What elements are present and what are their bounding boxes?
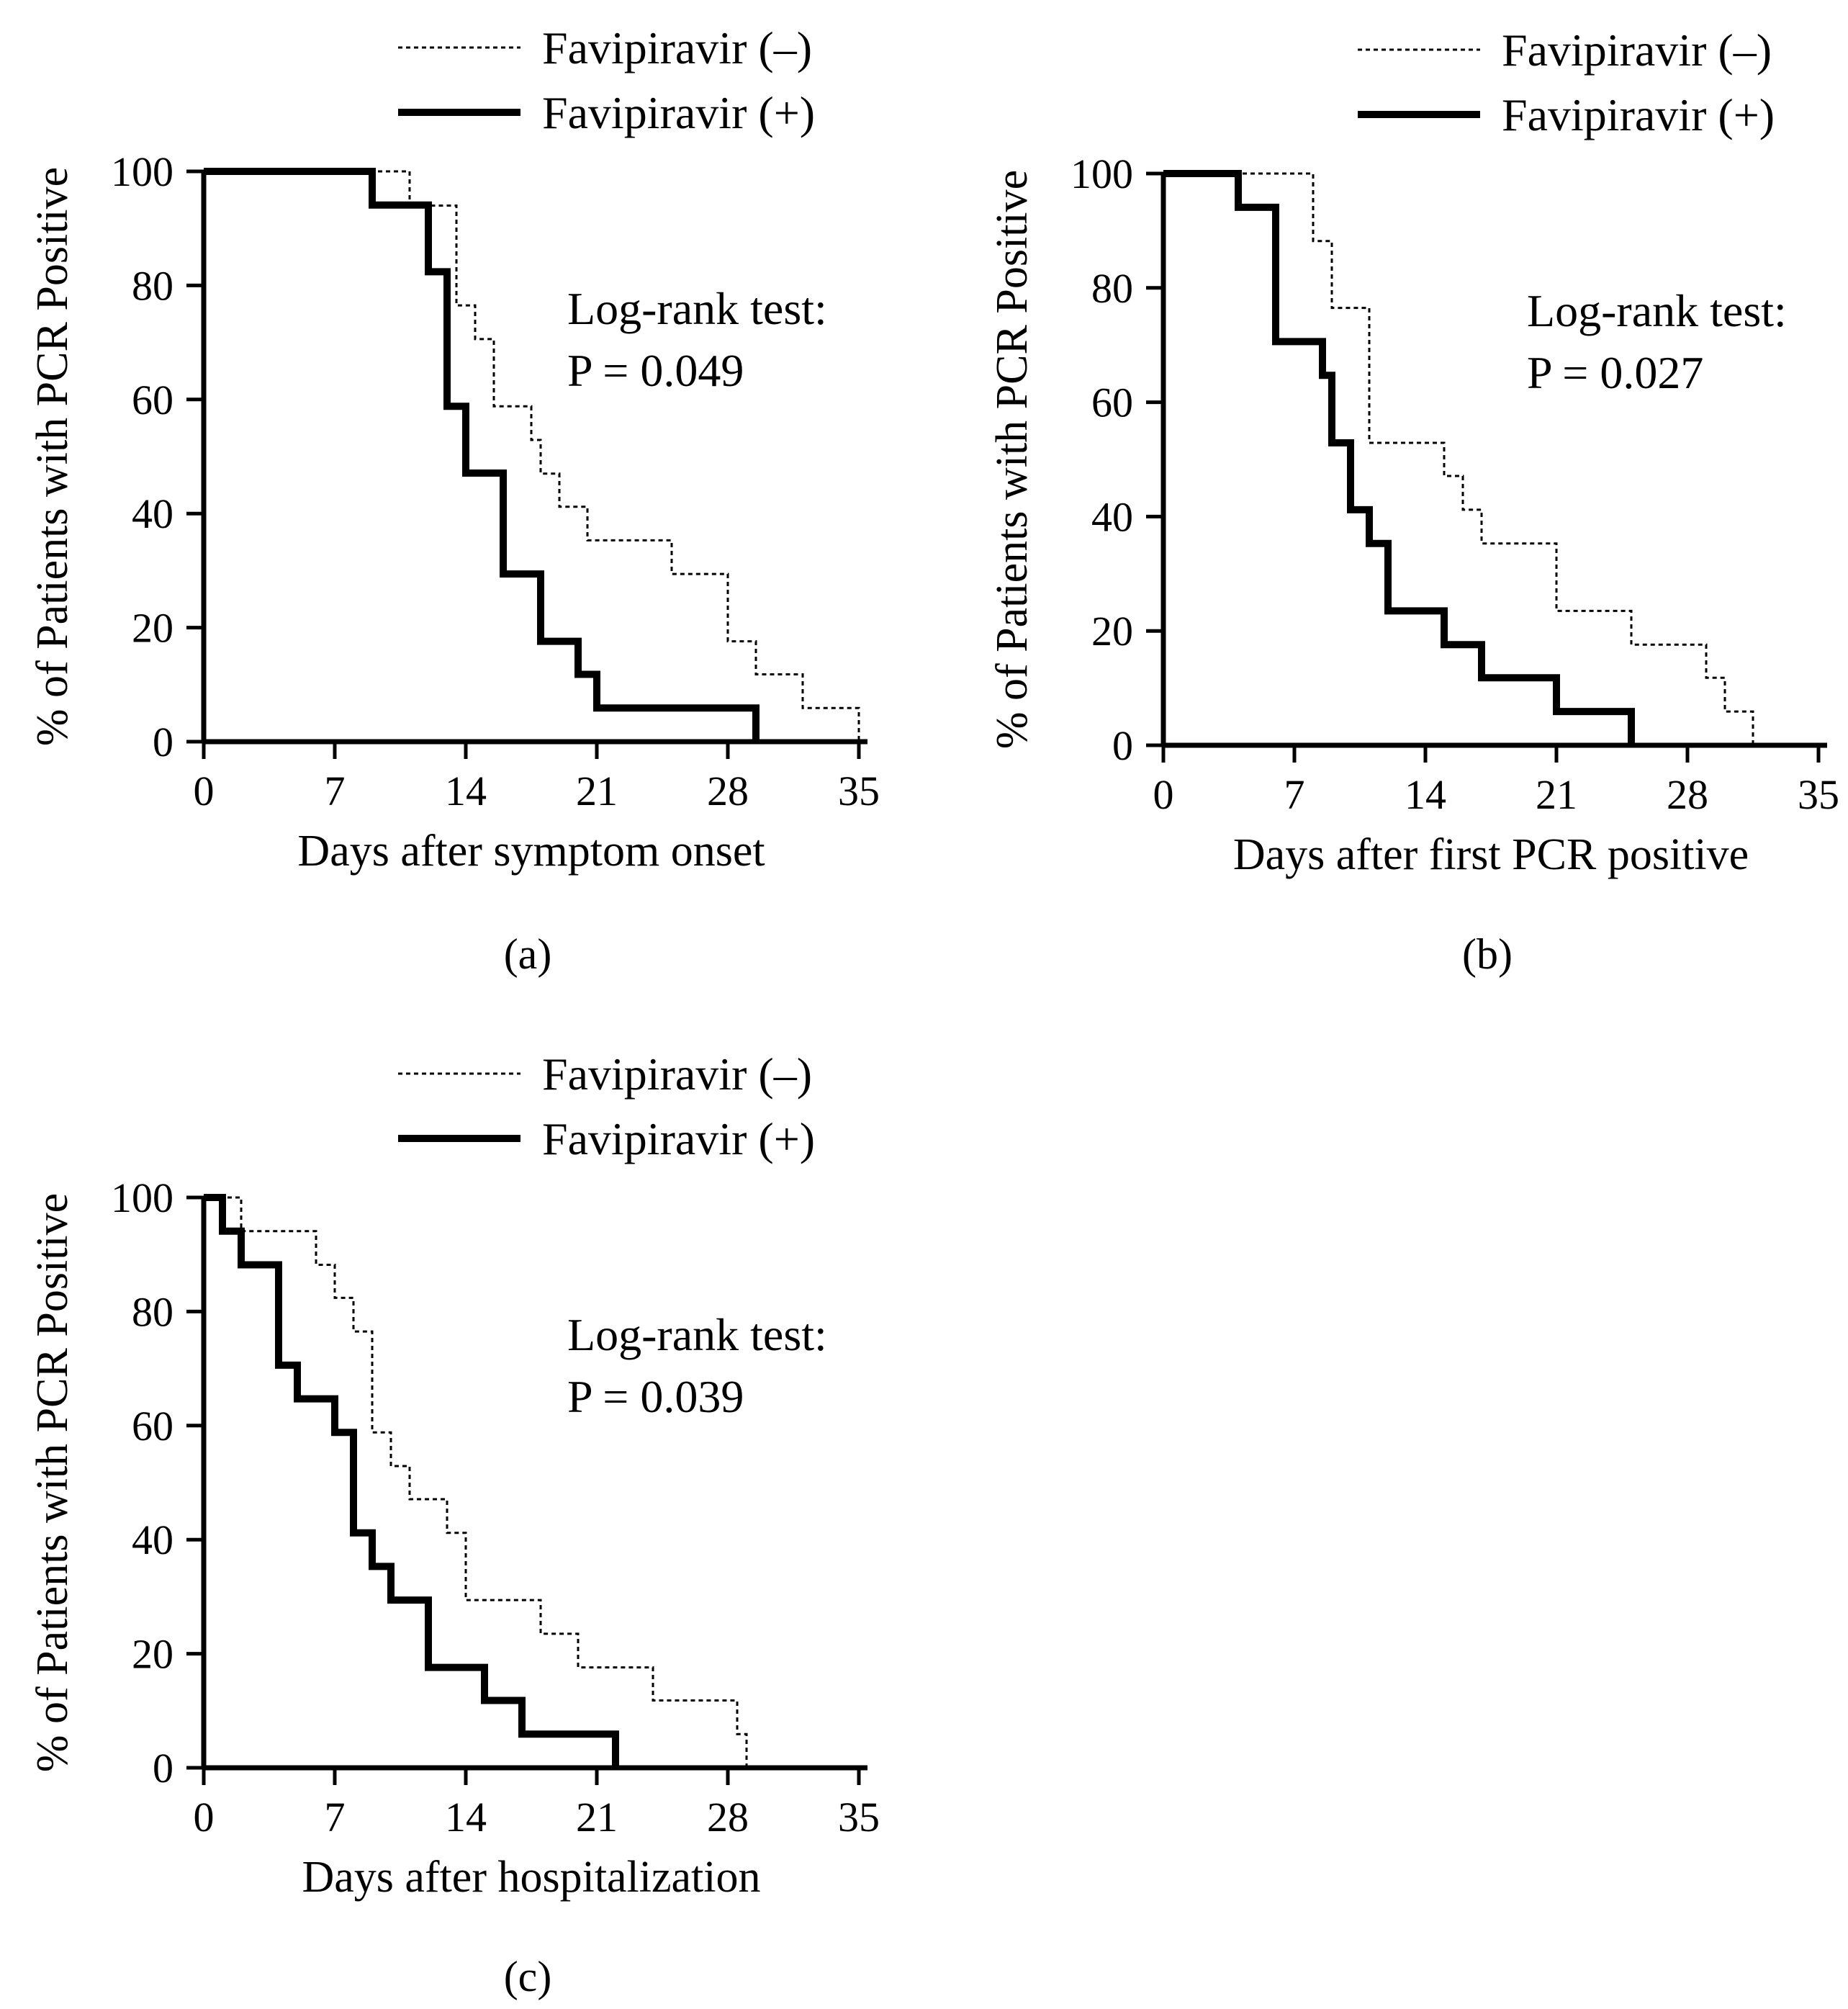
log-rank-title: Log-rank test: <box>567 283 827 334</box>
series-favipiravir-plus-line <box>1163 170 1635 745</box>
log-rank-title: Log-rank test: <box>567 1309 827 1360</box>
legend-label-favipiravir-minus: Favipiravir (–) <box>542 1048 812 1100</box>
x-tick-label: 14 <box>445 768 487 814</box>
x-tick-label: 0 <box>1153 771 1174 818</box>
log-rank-title: Log-rank test: <box>1527 285 1787 336</box>
log-rank-p-value: P = 0.049 <box>567 345 744 396</box>
x-tick-label: 14 <box>1405 771 1446 818</box>
y-tick-label: 60 <box>132 377 173 423</box>
panel-caption: (a) <box>504 930 552 978</box>
y-tick-label: 0 <box>153 719 173 765</box>
y-tick-label: 80 <box>132 262 173 309</box>
series-favipiravir-plus-line <box>204 168 760 742</box>
legend-label-favipiravir-minus: Favipiravir (–) <box>542 22 812 73</box>
series-favipiravir-minus-line <box>1163 172 1754 745</box>
legend-label-favipiravir-plus: Favipiravir (+) <box>542 87 815 138</box>
y-tick-label: 20 <box>1091 608 1133 655</box>
y-tick-label: 20 <box>132 1631 173 1678</box>
log-rank-p-value: P = 0.027 <box>1527 347 1703 398</box>
x-tick-label: 28 <box>707 1794 749 1841</box>
y-tick-label: 40 <box>132 490 173 537</box>
y-tick-label: 60 <box>132 1403 173 1450</box>
x-tick-label: 21 <box>576 768 618 814</box>
x-tick-label: 35 <box>1798 771 1839 818</box>
x-axis-label: Days after hospitalization <box>302 1853 760 1902</box>
legend-label-favipiravir-plus: Favipiravir (+) <box>542 1113 815 1164</box>
y-tick-label: 80 <box>1091 265 1133 312</box>
x-tick-label: 28 <box>1667 771 1708 818</box>
x-tick-label: 21 <box>1536 771 1577 818</box>
x-tick-label: 7 <box>325 768 346 814</box>
y-tick-label: 60 <box>1091 379 1133 426</box>
y-tick-label: 20 <box>132 605 173 652</box>
y-tick-label: 100 <box>111 148 173 195</box>
panel-caption: (b) <box>1462 930 1513 978</box>
x-tick-label: 35 <box>838 1794 880 1841</box>
x-tick-label: 0 <box>194 1794 215 1841</box>
series-favipiravir-minus-line <box>204 170 860 742</box>
y-tick-label: 100 <box>1071 150 1133 197</box>
series-favipiravir-plus-line <box>204 1194 619 1768</box>
x-tick-label: 7 <box>1284 771 1305 818</box>
y-axis-label: % of Patients with PCR Positive <box>28 1193 77 1772</box>
x-tick-label: 21 <box>576 1794 618 1841</box>
panel-caption: (c) <box>504 1953 552 2000</box>
chart-panel-b: 0 7 14 21 28 35 0 20 40 60 80 100 Days after first P… <box>988 24 1839 978</box>
chart-panel-c: 0 7 14 21 28 35 0 20 40 60 80 100 Days after hospita… <box>28 1048 880 2000</box>
y-tick-label: 80 <box>132 1288 173 1335</box>
chart-panel-a: 0 7 14 21 28 35 0 20 40 60 80 100 Days after symptom… <box>28 22 880 978</box>
y-tick-label: 40 <box>132 1516 173 1563</box>
x-tick-label: 28 <box>707 768 749 814</box>
x-tick-label: 35 <box>838 768 880 814</box>
y-tick-label: 0 <box>153 1745 173 1792</box>
legend-label-favipiravir-minus: Favipiravir (–) <box>1502 24 1772 76</box>
x-tick-label: 0 <box>194 768 215 814</box>
y-tick-label: 40 <box>1091 493 1133 540</box>
x-tick-label: 7 <box>325 1794 346 1841</box>
y-tick-label: 100 <box>111 1174 173 1221</box>
y-tick-label: 0 <box>1112 722 1133 769</box>
log-rank-p-value: P = 0.039 <box>567 1371 744 1422</box>
y-axis-label: % of Patients with PCR Positive <box>988 170 1037 749</box>
legend-label-favipiravir-plus: Favipiravir (+) <box>1502 89 1775 140</box>
x-axis-label: Days after symptom onset <box>297 827 765 876</box>
x-tick-label: 14 <box>445 1794 487 1841</box>
series-favipiravir-minus-line <box>204 1196 748 1768</box>
x-axis-label: Days after first PCR positive <box>1233 830 1749 879</box>
y-axis-label: % of Patients with PCR Positive <box>28 167 77 746</box>
